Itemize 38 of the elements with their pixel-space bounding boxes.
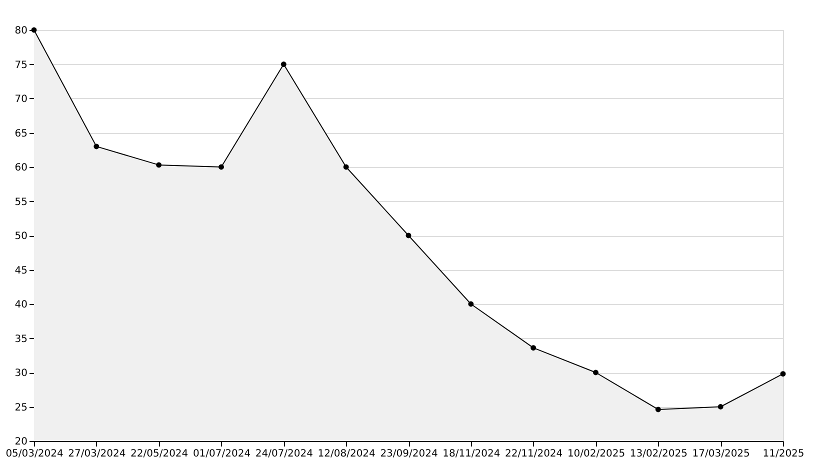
y-tick-label: 70 bbox=[14, 94, 28, 105]
x-tick-label: 11/2025 bbox=[762, 448, 804, 460]
y-tick-label: 80 bbox=[14, 26, 28, 36]
point bbox=[156, 162, 162, 168]
x-tick-label: 17/03/2025 bbox=[692, 448, 750, 460]
x-tick-label: 13/02/2025 bbox=[630, 448, 688, 460]
y-tick-label: 55 bbox=[14, 196, 28, 208]
y-tick-label: 65 bbox=[14, 128, 28, 140]
point bbox=[593, 370, 598, 376]
y-tick-label: 25 bbox=[14, 402, 28, 414]
point bbox=[94, 144, 100, 150]
x-tick-label: 10/02/2025 bbox=[567, 448, 626, 460]
y-tick-label: 30 bbox=[14, 368, 28, 379]
y-tick-label: 50 bbox=[14, 231, 28, 242]
point bbox=[406, 232, 412, 238]
y-tick-label: 75 bbox=[14, 60, 28, 71]
x-tick-label: 27/03/2024 bbox=[68, 448, 126, 460]
point bbox=[468, 301, 474, 307]
x-tick-label: 22/05/2024 bbox=[130, 448, 188, 460]
point bbox=[655, 406, 661, 412]
point bbox=[343, 164, 349, 170]
x-tick-label: 18/11/2024 bbox=[442, 448, 500, 460]
point bbox=[530, 345, 536, 351]
y-tick-label: 20 bbox=[14, 436, 28, 448]
y-tick-label: 60 bbox=[14, 162, 28, 174]
point bbox=[280, 62, 286, 67]
x-tick-label: 22/11/2024 bbox=[505, 448, 563, 460]
x-tick-label: 01/07/2024 bbox=[192, 448, 251, 460]
point bbox=[218, 164, 224, 170]
x-tick-label: 05/03/2024 bbox=[6, 448, 64, 460]
point bbox=[718, 404, 724, 410]
x-tick-label: 24/07/2024 bbox=[255, 448, 313, 460]
y-tick-label: 40 bbox=[14, 300, 28, 310]
y-tick-label: 35 bbox=[14, 334, 28, 345]
point bbox=[780, 371, 786, 377]
y-tick-label: 45 bbox=[14, 265, 28, 276]
x-tick-label: 12/08/2024 bbox=[318, 448, 376, 460]
x-tick-label: 23/09/2024 bbox=[380, 448, 438, 460]
